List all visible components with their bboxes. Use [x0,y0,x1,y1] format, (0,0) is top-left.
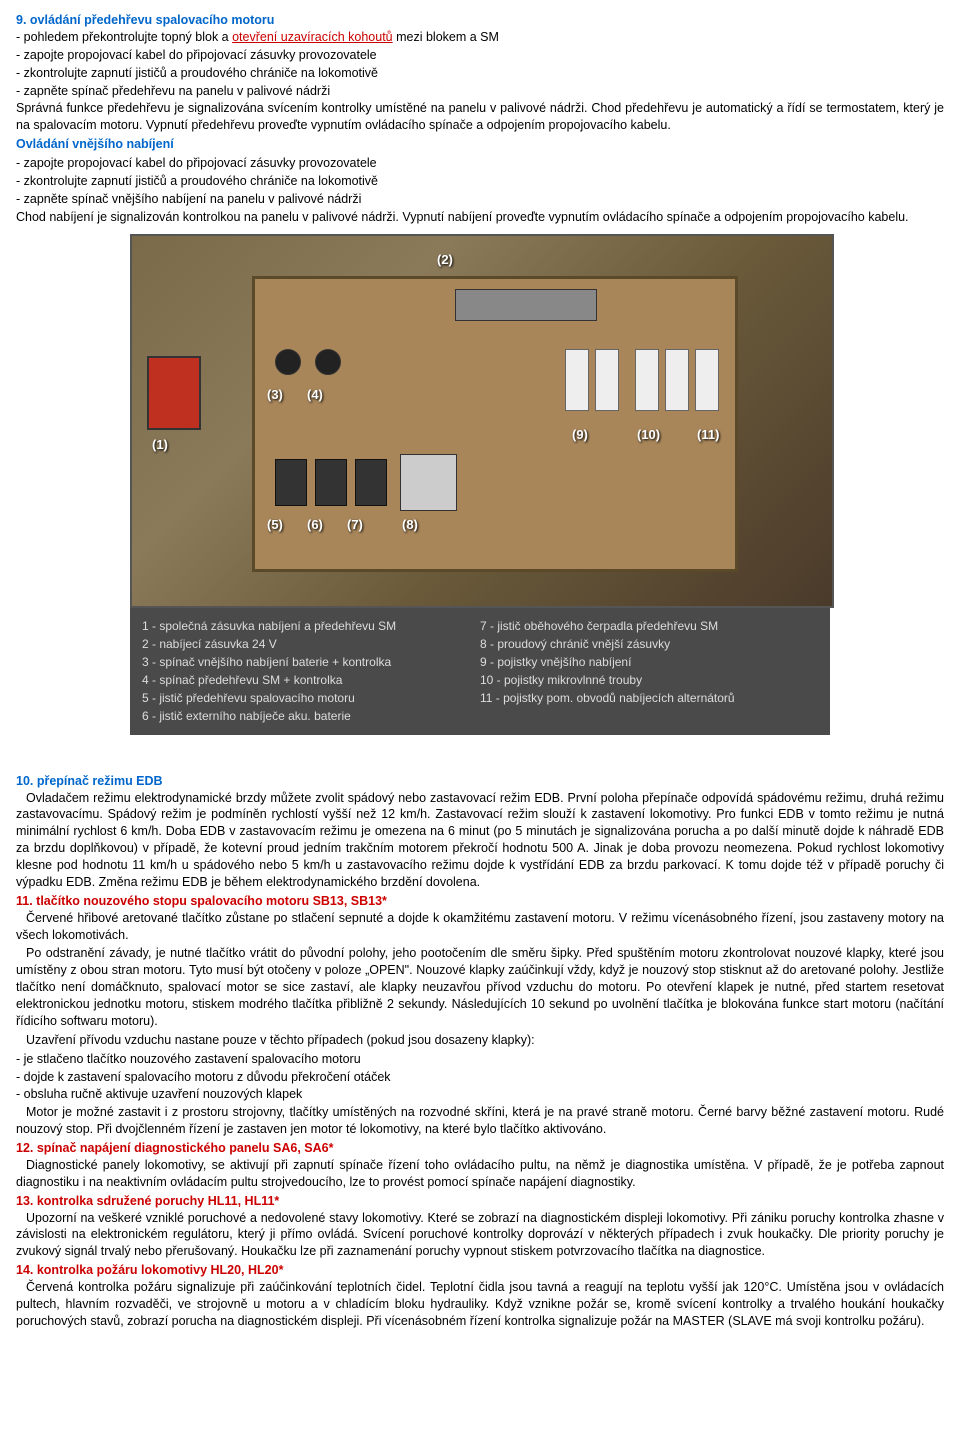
panel-figure: (1) (2) (3) (4) (5) (6) (7) (8) (9) (10)… [130,234,830,735]
legend-l-6: 6 - jistič externího nabíječe aku. bater… [142,708,480,724]
legend-r-2: 8 - proudový chránič vnější zásuvky [480,636,818,652]
label-1: (1) [152,436,168,454]
label-5: (5) [267,516,283,534]
legend-l-5: 5 - jistič předehřevu spalovacího motoru [142,690,480,706]
label-8: (8) [402,516,418,534]
socket-1 [147,356,201,430]
label-9: (9) [572,426,588,444]
legend-left-col: 1 - společná zásuvka nabíjení a předehře… [142,616,480,727]
fuse-9b [595,349,619,411]
s11-bullet-2: - dojde k zastavení spalovacího motoru z… [30,1069,944,1086]
control-panel [252,276,738,572]
s13-para-1: Upozorní na veškeré vzniklé poruchové a … [16,1210,944,1261]
s11-bullet-1: - je stlačeno tlačítko nouzového zastave… [30,1051,944,1068]
figure-legend: 1 - společná zásuvka nabíjení a předehře… [130,608,830,735]
s9-bullet-7: - zapněte spínač vnějšího nabíjení na pa… [30,191,944,208]
label-7: (7) [347,516,363,534]
legend-l-1: 1 - společná zásuvka nabíjení a předehře… [142,618,480,634]
legend-l-4: 4 - spínač předehřevu SM + kontrolka [142,672,480,688]
rcd-8 [400,454,457,511]
s11-bullet-3: - obsluha ručně aktivuje uzavření nouzov… [30,1086,944,1103]
legend-l-3: 3 - spínač vnějšího nabíjení baterie + k… [142,654,480,670]
fuse-11 [695,349,719,411]
s11-para-2: Po odstranění závady, je nutné tlačítko … [16,945,944,1029]
fuse-10a [635,349,659,411]
section-11-title: 11. tlačítko nouzového stopu spalovacího… [16,893,944,910]
label-4: (4) [307,386,323,404]
breaker-6 [315,459,347,506]
s11-para-4: Motor je možné zastavit i z prostoru str… [16,1104,944,1138]
s9-bullet-5: - zapojte propojovací kabel do připojova… [30,155,944,172]
s9-b1-c: mezi blokem a SM [393,30,499,44]
label-6: (6) [307,516,323,534]
legend-l-2: 2 - nabíjecí zásuvka 24 V [142,636,480,652]
s9-b1-red: otevření uzavíracích kohoutů [232,30,393,44]
switch-3 [275,349,301,375]
fuse-9a [565,349,589,411]
s9-para-2: Chod nabíjení je signalizován kontrolkou… [16,209,944,226]
breaker-5 [275,459,307,506]
s10-para-1: Ovladačem režimu elektrodynamické brzdy … [16,790,944,891]
fuse-10b [665,349,689,411]
legend-right-col: 7 - jistič oběhového čerpadla předehřevu… [480,616,818,727]
s9-b1-a: - pohledem překontrolujte topný blok a [16,30,232,44]
s11-para-3: Uzavření přívodu vzduchu nastane pouze v… [16,1032,944,1049]
label-3: (3) [267,386,283,404]
legend-r-5: 11 - pojistky pom. obvodů nabíjecích alt… [480,690,818,706]
s9-sub-title: Ovládání vnějšího nabíjení [16,136,944,153]
s9-bullet-2: - zapojte propojovací kabel do připojova… [30,47,944,64]
section-9-title: 9. ovládání předehřevu spalovacího motor… [16,12,944,29]
s11-para-1: Červené hřibové aretované tlačítko zůsta… [16,910,944,944]
spacer [16,743,944,773]
legend-r-3: 9 - pojistky vnějšího nabíjení [480,654,818,670]
s14-para-1: Červená kontrolka požáru signalizuje při… [16,1279,944,1330]
section-14-title: 14. kontrolka požáru lokomotivy HL20, HL… [16,1262,944,1279]
section-10-title: 10. přepínač režimu EDB [16,773,944,790]
section-12-title: 12. spínač napájení diagnostického panel… [16,1140,944,1157]
s9-para-1: Správná funkce předehřevu je signalizová… [16,100,944,134]
s9-bullet-1: - pohledem překontrolujte topný blok a o… [30,29,944,46]
label-11: (11) [697,426,719,444]
legend-r-4: 10 - pojistky mikrovlnné trouby [480,672,818,688]
breaker-7 [355,459,387,506]
s9-bullet-3: - zkontrolujte zapnutí jističů a proudov… [30,65,944,82]
legend-r-1: 7 - jistič oběhového čerpadla předehřevu… [480,618,818,634]
section-13-title: 13. kontrolka sdružené poruchy HL11, HL1… [16,1193,944,1210]
s12-para-1: Diagnostické panely lokomotivy, se aktiv… [16,1157,944,1191]
s9-bullet-6: - zkontrolujte zapnutí jističů a proudov… [30,173,944,190]
s9-bullet-4: - zapněte spínač předehřevu na panelu v … [30,83,944,100]
label-2: (2) [437,251,453,269]
socket-2 [455,289,597,321]
panel-photo: (1) (2) (3) (4) (5) (6) (7) (8) (9) (10)… [130,234,834,608]
switch-4 [315,349,341,375]
label-10: (10) [637,426,660,444]
